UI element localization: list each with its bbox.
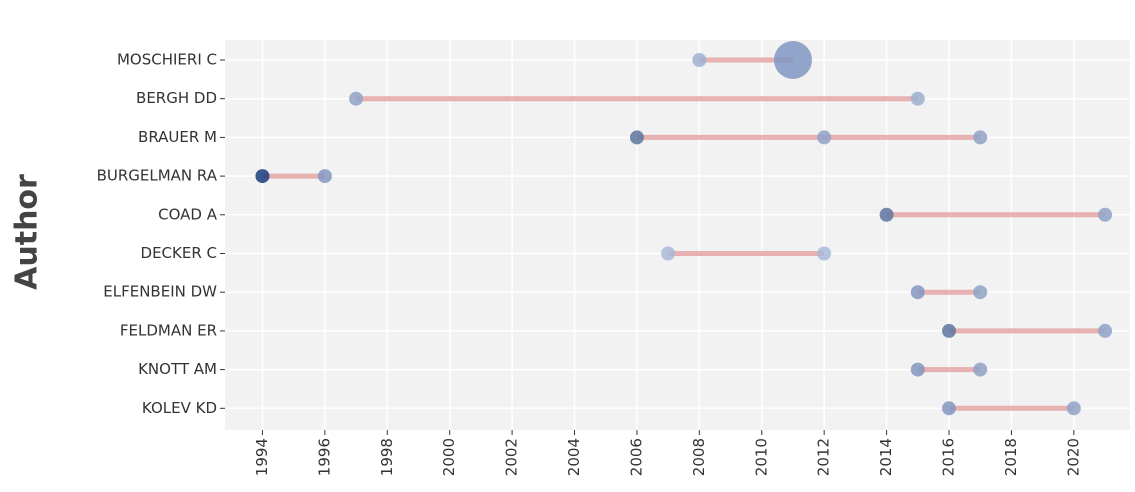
point — [692, 53, 707, 67]
y-tick-label: ELFENBEIN DW — [103, 283, 217, 301]
point — [879, 207, 894, 222]
x-tick-label: 2016 — [940, 438, 958, 476]
x-tick-label: 2020 — [1064, 438, 1082, 476]
point — [1098, 323, 1113, 338]
point — [629, 130, 644, 145]
y-tick-label: DECKER C — [141, 244, 217, 262]
point — [773, 41, 812, 79]
point — [661, 246, 676, 261]
y-tick-label: BRAUER M — [138, 128, 217, 146]
x-tick-label: 2012 — [815, 438, 833, 476]
y-tick-label: FELDMAN ER — [120, 321, 217, 339]
y-tick-label: BURGELMAN RA — [97, 167, 218, 185]
point — [973, 362, 988, 377]
y-tick-label: COAD A — [158, 205, 218, 223]
point — [942, 401, 956, 416]
point — [317, 169, 332, 184]
point — [942, 323, 956, 338]
point — [349, 91, 364, 106]
point — [910, 285, 925, 300]
x-tick-label: 2006 — [627, 438, 645, 476]
y-tick-label: KOLEV KD — [142, 399, 217, 417]
point — [973, 130, 988, 145]
y-axis-label: Author — [10, 174, 45, 290]
y-tick-label: KNOTT AM — [138, 360, 217, 378]
x-tick-label: 2002 — [503, 438, 521, 476]
point — [910, 91, 925, 106]
y-tick-label: MOSCHIERI C — [117, 51, 217, 69]
point — [817, 130, 832, 145]
point — [910, 362, 925, 377]
point — [817, 246, 832, 261]
y-tick-label: BERGH DD — [136, 89, 217, 107]
point — [1066, 401, 1081, 416]
x-tick-label: 2018 — [1002, 438, 1020, 476]
x-tick-label: 1996 — [315, 438, 333, 476]
x-tick-label: 2008 — [690, 438, 708, 476]
x-tick-label: 2014 — [877, 438, 895, 476]
point — [1098, 207, 1113, 222]
x-tick-label: 2000 — [440, 438, 458, 476]
x-tick-label: 1994 — [253, 438, 271, 476]
x-tick-label: 2010 — [752, 438, 770, 476]
point — [973, 285, 988, 300]
x-tick-label: 2004 — [565, 438, 583, 476]
x-tick-label: 1998 — [378, 438, 396, 476]
point — [255, 169, 270, 184]
